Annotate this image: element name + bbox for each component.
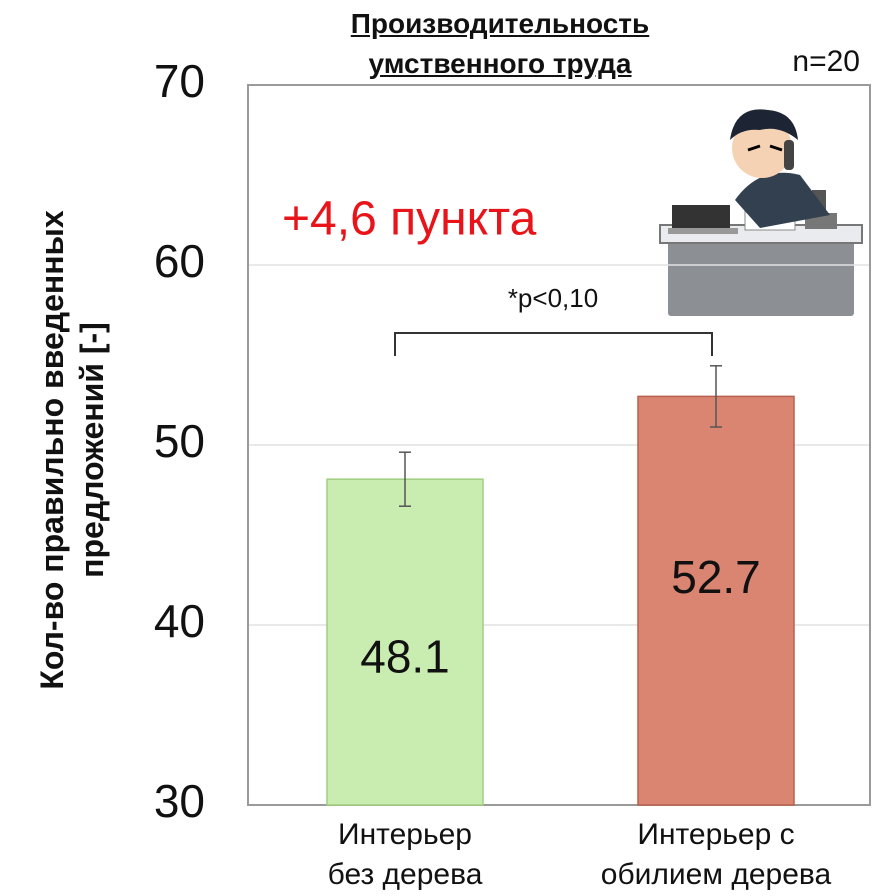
chart: *p<0,10 +4,6 пункта n=20 30 40 50 60 70 48.1 5… — [0, 0, 894, 896]
data-label: 48.1 — [360, 630, 450, 682]
bracket — [395, 333, 712, 356]
chart-title: Производительность умственного труда — [250, 4, 750, 84]
y-axis-label: Кол-во правильно введенных предложений [… — [32, 140, 112, 760]
illustration — [660, 109, 862, 316]
x-tick-label: Интерьер без дерева — [245, 815, 565, 895]
significance: *p<0,10 — [508, 283, 598, 313]
y-tick-label: 70 — [154, 55, 205, 107]
y-tick-label: 40 — [154, 595, 205, 647]
x-tick-label: Интерьер с обилием дерева — [556, 815, 876, 895]
annotation: +4,6 пункта — [282, 193, 537, 246]
sample-size: n=20 — [792, 45, 860, 78]
y-tick-label: 50 — [154, 415, 205, 467]
page: *p<0,10 +4,6 пункта n=20 30 40 50 60 70 48.1 5… — [0, 0, 894, 896]
y-tick-label: 60 — [154, 235, 205, 287]
y-tick-label: 30 — [154, 775, 205, 827]
data-label: 52.7 — [671, 551, 761, 603]
